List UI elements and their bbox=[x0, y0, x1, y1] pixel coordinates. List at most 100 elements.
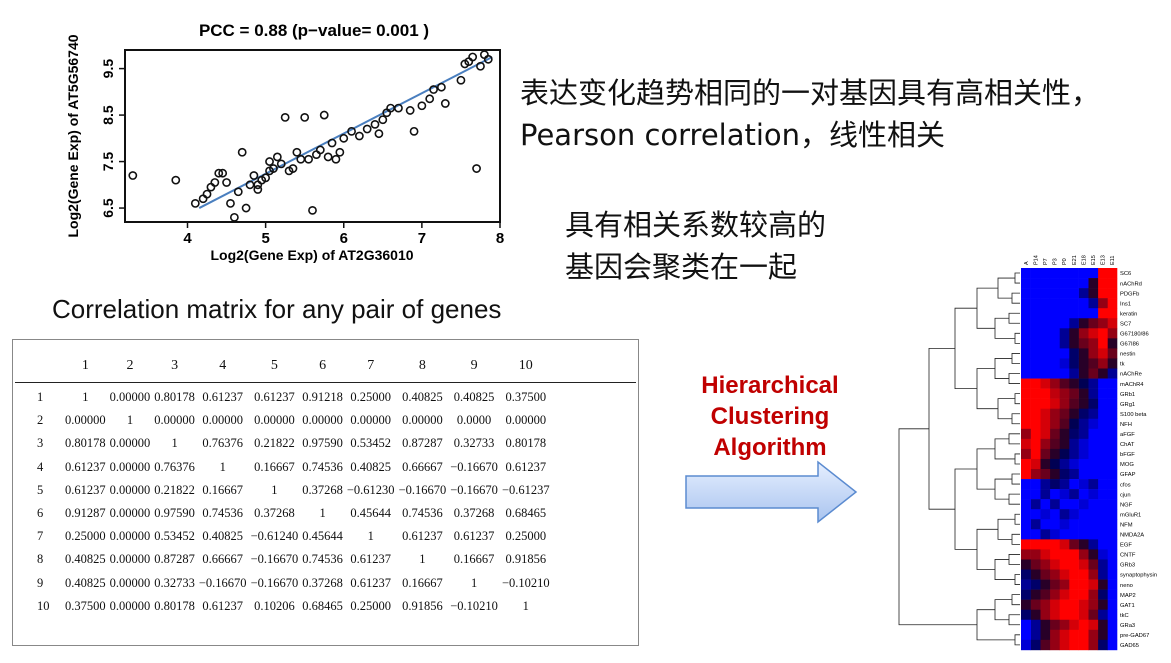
heatmap-cell bbox=[1059, 408, 1070, 420]
heatmap-cell bbox=[1049, 458, 1060, 470]
table-cell: 0.37268 bbox=[302, 575, 343, 590]
heatmap-cell bbox=[1069, 458, 1079, 470]
heatmap-cell bbox=[1021, 408, 1031, 420]
statement-line-2: Pearson correlation，线性相关 bbox=[520, 118, 946, 152]
table-cell: 0.40825 bbox=[453, 390, 495, 405]
dendrogram-branch bbox=[994, 317, 1015, 339]
heatmap-cell bbox=[1107, 378, 1118, 389]
heatmap-cell bbox=[1059, 398, 1070, 409]
heatmap-cell bbox=[1107, 609, 1118, 621]
heatmap-cell bbox=[1040, 308, 1051, 319]
heatmap-cell bbox=[1040, 629, 1051, 641]
heatmap-row-label: MAP2 bbox=[1120, 593, 1136, 599]
heatmap-cell bbox=[1097, 438, 1108, 450]
heatmap-cell bbox=[1078, 529, 1089, 540]
heatmap-cell bbox=[1069, 398, 1079, 409]
heatmap-cell bbox=[1097, 529, 1108, 540]
heatmap-cell bbox=[1107, 458, 1118, 470]
heatmap-cell bbox=[1040, 368, 1051, 379]
heatmap-row-label: EGF bbox=[1120, 543, 1132, 549]
heatmap-cell bbox=[1097, 418, 1108, 430]
data-point bbox=[437, 82, 446, 92]
heatmap-cell bbox=[1059, 639, 1070, 651]
statement-block-2: 具有相关系数较高的 基因会聚类在一起 bbox=[565, 204, 826, 288]
heatmap-cell bbox=[1088, 278, 1099, 289]
table-cell: 0.37500 bbox=[505, 390, 547, 405]
heatmap-cell bbox=[1040, 298, 1051, 309]
heatmap-cell bbox=[1107, 418, 1118, 430]
table-cell: 0.16667 bbox=[453, 552, 495, 567]
heatmap-cell bbox=[1088, 418, 1099, 430]
table-cell: 0.87287 bbox=[154, 552, 195, 567]
heatmap-cell bbox=[1040, 358, 1051, 369]
heatmap-cell bbox=[1097, 428, 1108, 440]
table-cell: 0.61237 bbox=[350, 575, 392, 590]
heatmap-cell bbox=[1107, 318, 1118, 329]
heatmap-cell bbox=[1059, 378, 1070, 389]
y-tick-label: 7.5 bbox=[100, 152, 116, 172]
data-point bbox=[417, 101, 427, 111]
heatmap-cell bbox=[1021, 388, 1031, 399]
heatmap-cell bbox=[1059, 428, 1070, 440]
heatmap-cell bbox=[1059, 579, 1070, 590]
column-header: 2 bbox=[126, 358, 134, 373]
x-tick-label: 5 bbox=[261, 230, 269, 247]
heatmap-cell bbox=[1030, 469, 1041, 480]
heatmap-cell bbox=[1088, 589, 1099, 600]
table-cell: 0.00000 bbox=[350, 413, 392, 428]
heatmap-cell bbox=[1097, 519, 1108, 530]
table-cell: 0.21822 bbox=[154, 482, 195, 497]
heatmap-cell bbox=[1040, 519, 1051, 530]
heatmap-cell bbox=[1107, 599, 1118, 610]
heatmap-cell bbox=[1049, 278, 1060, 289]
heatmap-cell bbox=[1069, 278, 1079, 289]
heatmap-cell bbox=[1021, 469, 1031, 480]
heatmap-row-label: GRg1 bbox=[1120, 402, 1135, 408]
heatmap-cell bbox=[1107, 288, 1118, 299]
table-cell: 1 bbox=[171, 436, 178, 451]
heatmap-cell bbox=[1078, 499, 1089, 510]
heatmap-cell bbox=[1059, 619, 1070, 631]
dendrogram-branch bbox=[1011, 594, 1020, 606]
table-cell: 0.00000 bbox=[109, 506, 151, 521]
dendrogram-branch bbox=[1014, 332, 1020, 344]
row-header: 4 bbox=[37, 459, 44, 474]
table-cell: −0.61237 bbox=[501, 482, 550, 497]
heatmap-row-label: GRb3 bbox=[1120, 563, 1135, 569]
table-cell: 0.21822 bbox=[254, 436, 295, 451]
data-point bbox=[237, 147, 247, 157]
heatmap-cell bbox=[1030, 328, 1041, 339]
data-point bbox=[323, 152, 333, 162]
row-header: 9 bbox=[37, 575, 44, 590]
table-cell: 0.10206 bbox=[254, 598, 295, 613]
heatmap-cell bbox=[1097, 408, 1108, 420]
table-cell: 0.74536 bbox=[302, 552, 343, 567]
matrix-table: 1 2 3 4 5 6 7 8 9 10 1 1 0.00000 0.80178 0.61237 0.612… bbox=[35, 340, 552, 618]
heatmap-cell bbox=[1069, 549, 1079, 560]
heatmap-cell bbox=[1088, 428, 1099, 440]
heatmap-cell bbox=[1078, 408, 1089, 420]
heatmap-cell bbox=[1097, 268, 1108, 279]
data-point bbox=[339, 133, 349, 143]
table-cell: 1 bbox=[126, 413, 134, 428]
heatmap-cell bbox=[1088, 398, 1099, 409]
heatmap-cell bbox=[1021, 398, 1031, 409]
data-point bbox=[198, 194, 208, 204]
data-point bbox=[440, 99, 450, 108]
heatmap-cell bbox=[1030, 378, 1041, 389]
heatmap-cell bbox=[1040, 378, 1051, 389]
table-cell: 0.25000 bbox=[65, 529, 106, 544]
heatmap-cell bbox=[1049, 388, 1060, 399]
x-axis-label: Log2(Gene Exp) of AT2G36010 bbox=[210, 247, 413, 263]
heatmap-cell bbox=[1040, 398, 1051, 409]
heatmap-cell bbox=[1030, 288, 1041, 299]
heatmap-cell bbox=[1059, 358, 1070, 369]
heatmap-cell bbox=[1049, 559, 1060, 570]
heatmap-cell bbox=[1059, 539, 1070, 550]
heatmap-cell bbox=[1088, 619, 1099, 631]
heatmap-cell bbox=[1078, 428, 1089, 440]
matrix-header-row: 1 2 3 4 5 6 7 8 9 10 bbox=[35, 340, 552, 386]
table-cell: −0.16670 bbox=[198, 575, 247, 590]
correlation-matrix: 1 2 3 4 5 6 7 8 9 10 1 1 0.00000 0.80178 0.61237 0.612… bbox=[12, 339, 639, 646]
heatmap-cell bbox=[1107, 438, 1118, 450]
